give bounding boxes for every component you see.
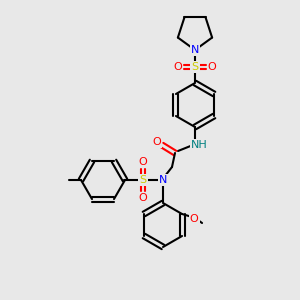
Text: S: S (191, 62, 199, 72)
Text: NH: NH (190, 140, 207, 150)
Text: O: O (139, 193, 147, 203)
Text: N: N (159, 175, 167, 185)
Text: O: O (153, 137, 161, 147)
Text: O: O (174, 62, 182, 72)
Text: O: O (190, 214, 198, 224)
Text: S: S (140, 175, 147, 185)
Text: O: O (139, 157, 147, 167)
Text: O: O (208, 62, 216, 72)
Text: N: N (191, 45, 199, 55)
